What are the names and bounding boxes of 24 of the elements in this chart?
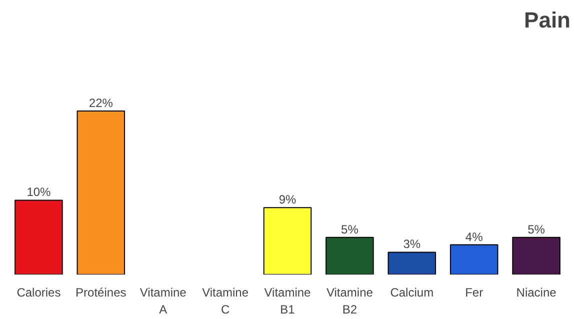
bar — [76, 110, 126, 274]
x-tick-label: Vitamine C — [202, 286, 249, 316]
data-label: 5% — [341, 222, 359, 236]
bar — [326, 236, 374, 274]
x-tick-label: Vitamine B2 — [326, 286, 374, 316]
bar — [14, 200, 63, 274]
x-tick-label: Protéines — [76, 286, 126, 300]
data-label: 5% — [528, 222, 546, 236]
x-tick-label: Niacine — [516, 286, 557, 300]
bar — [450, 244, 498, 274]
bar — [388, 252, 436, 274]
chart-title: Pain — [524, 8, 571, 32]
bar — [263, 207, 312, 274]
x-tick-label: Vitamine B1 — [264, 286, 312, 316]
x-tick-label: Calories — [16, 286, 61, 300]
data-label: 10% — [26, 185, 52, 200]
x-tick-label: Calcium — [390, 286, 434, 300]
data-label: 3% — [403, 237, 421, 252]
x-tick-label: Fer — [465, 286, 484, 300]
x-tick-label: Vitamine A — [140, 286, 187, 316]
bar — [512, 236, 560, 274]
data-label: 9% — [278, 192, 296, 207]
data-label: 4% — [465, 230, 484, 244]
data-label: 22% — [88, 96, 114, 110]
